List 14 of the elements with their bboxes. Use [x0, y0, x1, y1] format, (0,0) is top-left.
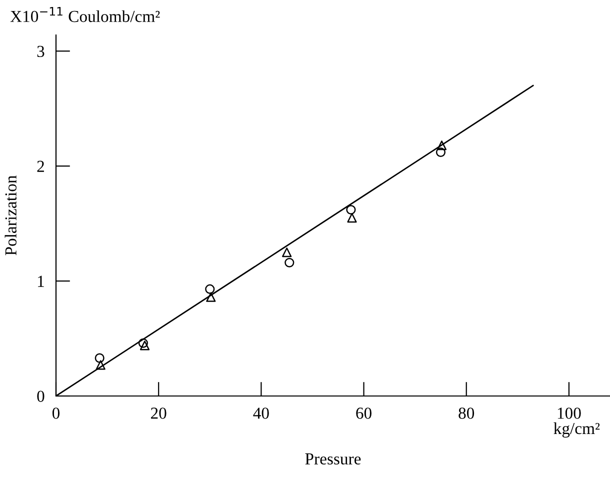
- x-tick-label: 40: [253, 408, 269, 419]
- x-axis-title: Pressure: [305, 453, 361, 465]
- text: X10$^{−11}$ Coulomb/cm²: [10, 7, 160, 22]
- y-tick-label: 3: [37, 46, 44, 58]
- y-tick-label: 0: [37, 390, 44, 402]
- x-tick-label: 20: [150, 408, 166, 419]
- text: kg/cm²: [554, 422, 600, 438]
- y-tick-label: 2: [37, 160, 44, 172]
- x-tick-label: 0: [52, 408, 60, 419]
- x-tick-label: 100: [558, 408, 581, 419]
- x-tick-label: 60: [356, 408, 372, 419]
- y-tick-label: 1: [38, 276, 44, 287]
- y-axis-title: Polarization: [4, 175, 17, 256]
- x-tick-label: 80: [458, 408, 474, 419]
